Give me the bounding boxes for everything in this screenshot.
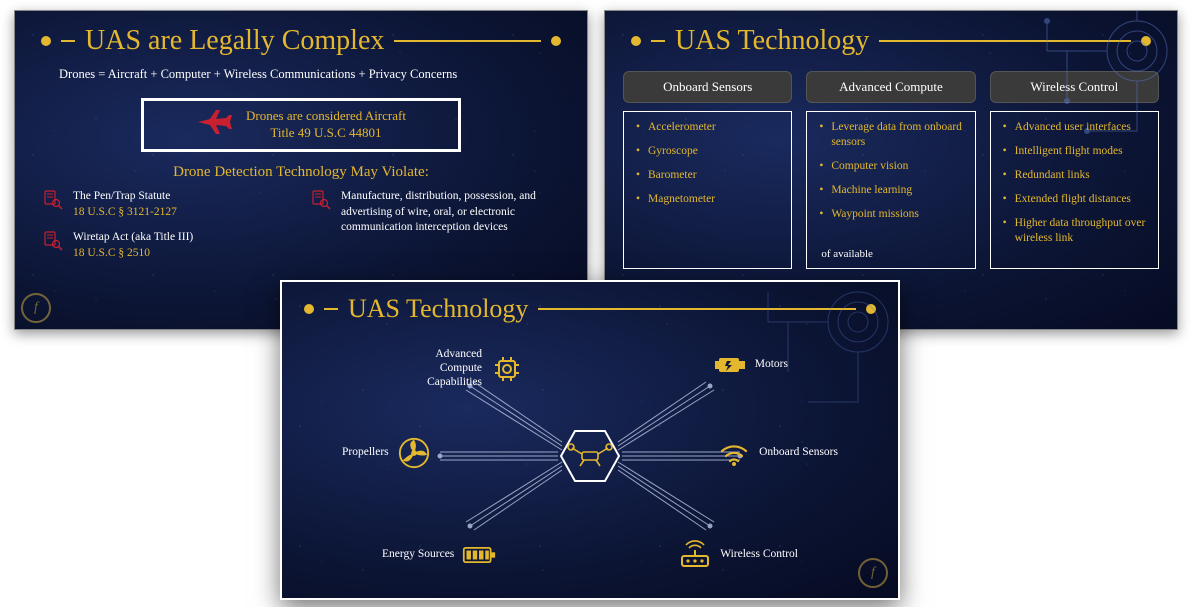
node-wireless-control: Wireless Control [678, 538, 798, 572]
title-bar [879, 40, 1131, 42]
aircraft-callout: Drones are considered Aircraft Title 49 … [141, 98, 461, 152]
node-label: Onboard Sensors [759, 446, 838, 460]
column-header: Advanced Compute [806, 71, 975, 103]
node-energy-sources: Energy Sources [382, 538, 496, 572]
bullet-dot [41, 36, 51, 46]
bullet-dot [631, 36, 641, 46]
list-item: Accelerometer [638, 120, 781, 135]
law-name: The Pen/Trap Statute [73, 189, 177, 205]
node-label: Motors [755, 358, 788, 372]
chip-icon [490, 352, 524, 386]
node-label: Energy Sources [382, 548, 454, 562]
slide-uas-tech-hub: UAS Technology [280, 280, 900, 600]
hub-diagram: Advanced Compute Capabilities Motors Pro… [282, 328, 898, 584]
subtitle: Drones = Aircraft + Computer + Wireless … [15, 63, 587, 92]
title-bar [538, 308, 856, 310]
wifi-icon [717, 436, 751, 470]
law-item: Manufacture, distribution, possession, a… [311, 189, 559, 236]
node-motors: Motors [713, 348, 788, 382]
router-icon [678, 538, 712, 572]
title-row: UAS Technology [605, 11, 1177, 63]
laws-col-left: The Pen/Trap Statute 18 U.S.C § 3121-212… [43, 189, 291, 271]
column-list: Advanced user interfaces Intelligent fli… [990, 111, 1159, 269]
document-icon [43, 230, 63, 261]
node-propellers: Propellers [342, 436, 431, 470]
aircraft-line1: Drones are considered Aircraft [246, 108, 406, 125]
document-icon [43, 189, 63, 220]
title-bar [651, 40, 665, 42]
hub-hexagon [560, 430, 620, 482]
list-item: Machine learning [821, 183, 964, 198]
aircraft-text: Drones are considered Aircraft Title 49 … [246, 108, 406, 142]
list-item: Higher data throughput over wireless lin… [1005, 216, 1148, 246]
list-item: Advanced user interfaces [1005, 120, 1148, 135]
column-advanced-compute: Advanced Compute Leverage data from onbo… [806, 71, 975, 269]
title-row: UAS Technology [282, 282, 898, 328]
list-item: Leverage data from onboard sensors [821, 120, 964, 150]
column-onboard-sensors: Onboard Sensors Accelerometer Gyroscope … [623, 71, 792, 269]
law-name: Wiretap Act (aka Title III) [73, 230, 193, 246]
slide-title: UAS Technology [348, 294, 528, 324]
bullet-dot [304, 304, 314, 314]
laws-columns: The Pen/Trap Statute 18 U.S.C § 3121-212… [15, 189, 587, 271]
list-item: Barometer [638, 168, 781, 183]
title-bar [61, 40, 75, 42]
title-bar [394, 40, 541, 42]
title-bar [324, 308, 338, 310]
list-item: Redundant links [1005, 168, 1148, 183]
propeller-icon [397, 436, 431, 470]
law-cite: 18 U.S.C § 2510 [73, 246, 193, 262]
list-item: Gyroscope [638, 144, 781, 159]
slide-title: UAS are Legally Complex [85, 25, 384, 57]
bullet-dot [551, 36, 561, 46]
node-label: Propellers [342, 446, 389, 460]
list-item: Magnetometer [638, 192, 781, 207]
law-cite: 18 U.S.C § 3121-2127 [73, 205, 177, 221]
column-list: Leverage data from onboard sensors Compu… [806, 111, 975, 269]
list-item: Waypoint missions [821, 207, 964, 222]
law-item: The Pen/Trap Statute 18 U.S.C § 3121-212… [43, 189, 291, 220]
law-name: Manufacture, distribution, possession, a… [341, 189, 559, 236]
bullet-dot [1141, 36, 1151, 46]
slide-title: UAS Technology [675, 25, 869, 57]
battery-icon [462, 538, 496, 572]
motor-icon [713, 348, 747, 382]
list-item: Intelligent flight modes [1005, 144, 1148, 159]
bullet-dot [866, 304, 876, 314]
node-onboard-sensors: Onboard Sensors [717, 436, 838, 470]
seal-logo: f [858, 558, 888, 588]
aircraft-line2: Title 49 U.S.C 44801 [246, 125, 406, 142]
laws-col-right: Manufacture, distribution, possession, a… [311, 189, 559, 271]
truncated-text: of available [821, 248, 964, 260]
title-row: UAS are Legally Complex [15, 11, 587, 63]
section-heading: Drone Detection Technology May Violate: [15, 164, 587, 189]
list-item: Extended flight distances [1005, 192, 1148, 207]
list-item: Computer vision [821, 159, 964, 174]
document-icon [311, 189, 331, 236]
node-label: Wireless Control [720, 548, 798, 562]
column-header: Onboard Sensors [623, 71, 792, 103]
airplane-icon [196, 107, 232, 143]
three-columns: Onboard Sensors Accelerometer Gyroscope … [605, 63, 1177, 269]
law-item: Wiretap Act (aka Title III) 18 U.S.C § 2… [43, 230, 291, 261]
column-wireless-control: Wireless Control Advanced user interface… [990, 71, 1159, 269]
column-list: Accelerometer Gyroscope Barometer Magnet… [623, 111, 792, 269]
column-header: Wireless Control [990, 71, 1159, 103]
seal-logo: f [21, 293, 51, 323]
node-label: Advanced Compute Capabilities [392, 348, 482, 389]
node-advanced-compute: Advanced Compute Capabilities [392, 348, 524, 389]
